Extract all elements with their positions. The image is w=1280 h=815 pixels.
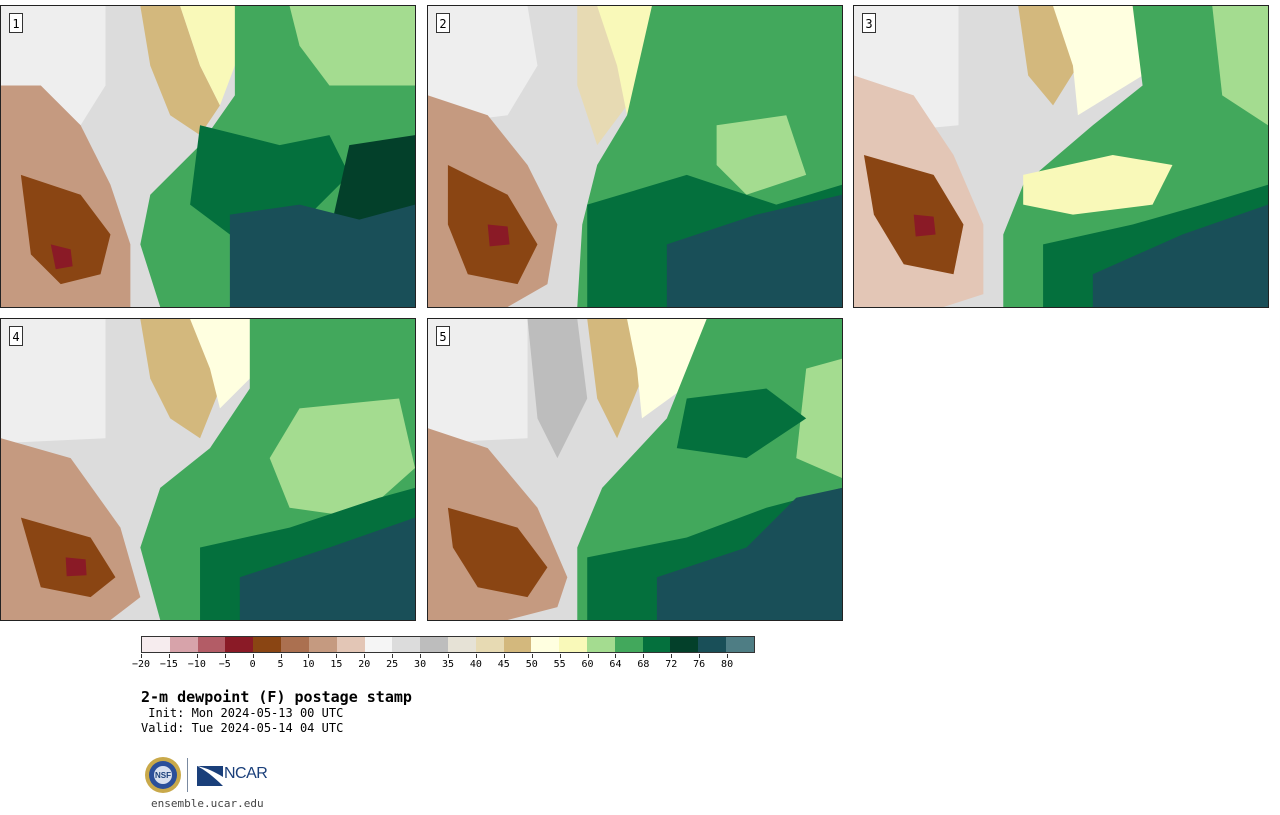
- colorbar-tick: [196, 654, 198, 658]
- colorbar-swatch: [670, 637, 699, 652]
- colorbar-swatch: [336, 637, 365, 652]
- logos: NSF NCAR: [144, 756, 284, 794]
- map-panel-1: 1: [0, 5, 416, 308]
- colorbar-tick-label: 80: [721, 659, 734, 670]
- colorbar-tick-label: 0: [249, 659, 256, 670]
- map-panel-2: 2: [427, 5, 843, 308]
- colorbar-tick-label: 68: [637, 659, 650, 670]
- colorbar-tick: [224, 654, 226, 658]
- nsf-logo-icon: NSF: [145, 757, 181, 793]
- colorbar-tick: [615, 654, 617, 658]
- colorbar-tick-label: 64: [609, 659, 622, 670]
- valid-time: Valid: Tue 2024-05-14 04 UTC: [141, 721, 344, 735]
- ncar-logo-icon: [197, 766, 223, 786]
- colorbar-tick: [559, 654, 561, 658]
- colorbar-tick: [448, 654, 449, 658]
- colorbar-swatch: [225, 637, 254, 652]
- colorbar-tick-label: 45: [497, 659, 510, 670]
- colorbar-tick: [587, 654, 589, 658]
- colorbar-tick: [699, 654, 701, 658]
- colorbar-tick-label: 40: [469, 659, 482, 670]
- colorbar-swatch: [614, 637, 643, 652]
- colorbar-tick-label: 35: [441, 659, 455, 670]
- panel-number-label: 3: [862, 13, 876, 33]
- dewpoint-map: [1, 319, 415, 620]
- colorbar-tick: [727, 654, 729, 658]
- colorbar-tick-label: 10: [302, 659, 315, 670]
- colorbar-tick: [392, 654, 394, 658]
- figure-title: 2-m dewpoint (F) postage stamp: [141, 688, 412, 706]
- colorbar-tick-label: 5: [277, 659, 284, 670]
- colorbar-swatch: [420, 637, 448, 652]
- colorbar-swatch: [308, 637, 337, 652]
- colorbar-swatch: [253, 637, 282, 652]
- colorbar-tick: [252, 654, 254, 658]
- colorbar-tick: [531, 654, 533, 658]
- colorbar-tick: [141, 654, 142, 658]
- panel-number-label: 5: [436, 326, 450, 346]
- logo-divider: [187, 758, 188, 792]
- colorbar-swatch: [169, 637, 198, 652]
- panel-number-label: 2: [436, 13, 450, 33]
- nsf-logo-text: NSF: [155, 771, 171, 780]
- colorbar-swatch: [142, 637, 170, 652]
- colorbar-tick: [364, 654, 366, 658]
- colorbar-tick-label: 72: [665, 659, 678, 670]
- colorbar-tick-label: 15: [330, 659, 343, 670]
- colorbar-swatch: [392, 637, 421, 652]
- colorbar-tick: [420, 654, 422, 658]
- dewpoint-map: [428, 319, 842, 620]
- colorbar-tick-label: −20: [131, 659, 151, 670]
- colorbar-tick: [168, 654, 170, 658]
- colorbar-tick: [280, 654, 282, 658]
- colorbar-swatch: [587, 637, 615, 652]
- map-panel-5: 5: [427, 318, 843, 621]
- colorbar-tick-label: 55: [553, 659, 566, 670]
- map-panel-3: 3: [853, 5, 1269, 308]
- panel-number-label: 4: [9, 326, 23, 346]
- colorbar-swatch: [197, 637, 226, 652]
- ncar-logo-text: NCAR: [224, 765, 268, 782]
- panel-number-label: 1: [9, 13, 23, 33]
- colorbar-swatch: [364, 637, 393, 652]
- colorbar-tick-label: 50: [525, 659, 538, 670]
- colorbar-tick: [671, 654, 673, 658]
- colorbar-swatch: [503, 637, 532, 652]
- colorbar-tick-label: −10: [187, 659, 206, 670]
- colorbar-tick-label: 20: [358, 659, 371, 670]
- dewpoint-map: [854, 6, 1268, 307]
- init-time: Init: Mon 2024-05-13 00 UTC: [141, 706, 344, 720]
- dewpoint-map: [1, 6, 415, 307]
- colorbar-swatch: [726, 637, 754, 652]
- dewpoint-map: [428, 6, 842, 307]
- colorbar-tick: [475, 654, 477, 658]
- colorbar-tick: [643, 654, 645, 658]
- colorbar-swatch: [531, 637, 560, 652]
- site-url: ensemble.ucar.edu: [151, 797, 264, 810]
- colorbar-tick-label: 30: [414, 659, 427, 670]
- dewpoint-colorbar: [141, 636, 755, 653]
- colorbar-tick-label: −15: [159, 659, 178, 670]
- colorbar-swatch: [281, 637, 309, 652]
- colorbar-tick-label: 76: [693, 659, 706, 670]
- colorbar-swatch: [475, 637, 504, 652]
- colorbar-swatch: [698, 637, 727, 652]
- colorbar-tick-label: −5: [218, 659, 231, 670]
- colorbar-swatch: [559, 637, 587, 652]
- colorbar-swatch: [447, 637, 476, 652]
- map-panel-4: 4: [0, 318, 416, 621]
- colorbar-tick-label: 60: [581, 659, 594, 670]
- colorbar-tick: [336, 654, 338, 658]
- colorbar-tick: [308, 654, 310, 658]
- colorbar-tick: [503, 654, 505, 658]
- colorbar-swatch: [642, 637, 671, 652]
- colorbar-tick-label: 25: [386, 659, 399, 670]
- colorbar-ticks: −20 −15 −10 −5 0 5 10 15 20 25 30 35 40 45 50 55 60 64 68 7…: [132, 654, 755, 674]
